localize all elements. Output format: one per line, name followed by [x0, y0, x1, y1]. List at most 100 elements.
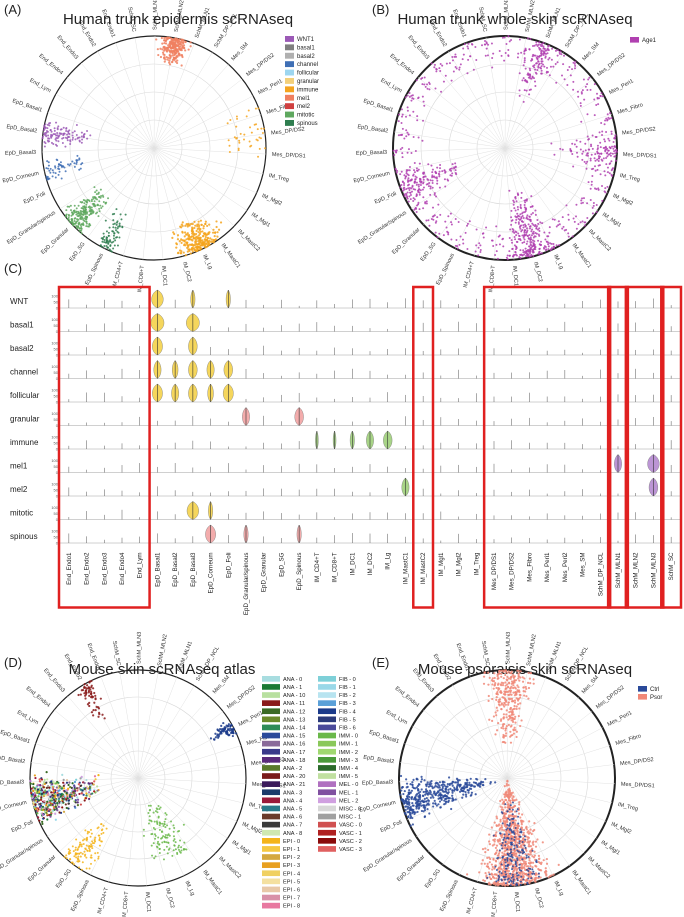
panel-d-point	[41, 789, 44, 792]
panel-d-point	[89, 835, 92, 838]
panel-b-point	[468, 220, 471, 223]
panel-b-point	[454, 169, 457, 172]
panel-e-point	[513, 849, 517, 853]
panel-d-point	[46, 805, 49, 808]
panel-b-point	[584, 142, 587, 145]
panel-e-point	[508, 689, 511, 692]
panel-a-point	[201, 243, 205, 246]
panel-b-point	[400, 121, 403, 124]
panel-e-point	[522, 689, 525, 693]
panel-b-point	[524, 49, 527, 52]
panel-e-point	[512, 691, 515, 694]
panel-a-point	[204, 235, 207, 239]
panel-e-point	[515, 810, 518, 813]
panel-e-point	[511, 815, 515, 818]
panel-e-point	[520, 869, 523, 872]
panel-b-point	[501, 36, 504, 39]
panel-a-point	[171, 51, 174, 54]
panel-e-point	[439, 793, 442, 796]
panel-e-point	[434, 802, 437, 805]
panel-e-spoke-label: EpD_SG	[424, 868, 442, 889]
panel-b-point	[610, 173, 613, 176]
panel-b-point	[412, 97, 415, 100]
panel-e-point	[433, 786, 436, 789]
panel-a-point	[235, 125, 238, 128]
panel-e-point	[504, 681, 507, 684]
panel-e-point	[532, 856, 536, 859]
panel-e-point	[532, 682, 535, 685]
panel-b-point	[594, 165, 597, 168]
panel-e-point	[406, 805, 409, 808]
panel-d-point	[91, 792, 94, 795]
panel-a-spoke-label: IM_Treg	[268, 173, 289, 184]
panel-b-point	[511, 247, 514, 250]
panel-d-point	[51, 800, 54, 804]
panel-e-point	[498, 823, 501, 826]
panel-b-point	[606, 171, 609, 174]
panel-e-point	[456, 788, 459, 791]
panel-b-point	[486, 54, 489, 57]
panel-a-point	[49, 128, 52, 131]
panel-b-point	[540, 50, 543, 53]
panel-e-point	[534, 845, 538, 848]
panel-b-point	[531, 228, 534, 231]
panel-a-point	[191, 222, 194, 226]
panel-e-point	[409, 813, 412, 817]
panel-d-point	[38, 780, 41, 783]
panel-b-point	[537, 222, 540, 225]
panel-b-point	[594, 153, 597, 156]
panel-e-point	[506, 820, 509, 823]
panel-b-point	[505, 43, 508, 46]
panel-d-point	[44, 789, 47, 792]
panel-a-spoke-label: Mes_DP/DS1	[272, 152, 306, 160]
panel-b-point	[398, 113, 401, 116]
panel-e-point	[504, 798, 507, 801]
panel-b-point	[531, 45, 534, 48]
panel-e-point	[525, 825, 528, 828]
panel-e-point	[495, 706, 498, 709]
panel-a-point	[211, 231, 215, 234]
panel-a-point	[113, 232, 116, 235]
panel-a-point	[159, 55, 163, 59]
panel-e-point	[527, 856, 530, 859]
panel-a-point	[170, 46, 173, 49]
panel-d-point	[147, 811, 150, 814]
panel-a-point	[118, 236, 121, 239]
panel-b-point	[609, 152, 612, 155]
panel-b-point	[534, 71, 537, 74]
panel-e-point	[479, 783, 482, 786]
panel-a-point	[91, 210, 94, 213]
panel-e-point	[522, 828, 526, 832]
panel-b-point	[536, 219, 539, 222]
panel-a-point	[198, 224, 201, 228]
panel-e-point	[503, 701, 506, 704]
panel-e-point	[438, 800, 442, 803]
panel-d-point	[63, 856, 66, 859]
panel-b-point	[441, 64, 444, 67]
panel-b-point	[592, 201, 595, 204]
panel-a-point	[185, 238, 188, 241]
panel-d-point	[74, 801, 77, 804]
panel-b-point	[408, 169, 411, 172]
panel-e-point	[544, 867, 547, 870]
panel-e-point	[531, 872, 534, 875]
panel-d-point	[34, 798, 37, 801]
panel-d-point	[36, 807, 39, 810]
panel-e-point	[516, 879, 519, 882]
panel-d-point	[69, 858, 72, 861]
panel-a-point	[75, 133, 78, 136]
panel-b-spoke-label: IM_Mgl1	[601, 212, 622, 229]
panel-a-point	[118, 224, 121, 227]
panel-b-point	[537, 65, 540, 68]
panel-d-point	[83, 781, 86, 785]
panel-b-point	[598, 155, 601, 158]
panel-e-spoke-label: EpD_Basal2	[363, 755, 395, 765]
panel-a-point	[48, 124, 51, 127]
panel-b-point	[397, 134, 400, 137]
panel-d-point	[41, 822, 44, 826]
panel-b-point	[429, 187, 432, 190]
panel-b-point	[607, 116, 610, 119]
panel-e-point	[506, 686, 510, 689]
panel-a-point	[83, 217, 86, 220]
panel-a-point	[236, 117, 239, 120]
